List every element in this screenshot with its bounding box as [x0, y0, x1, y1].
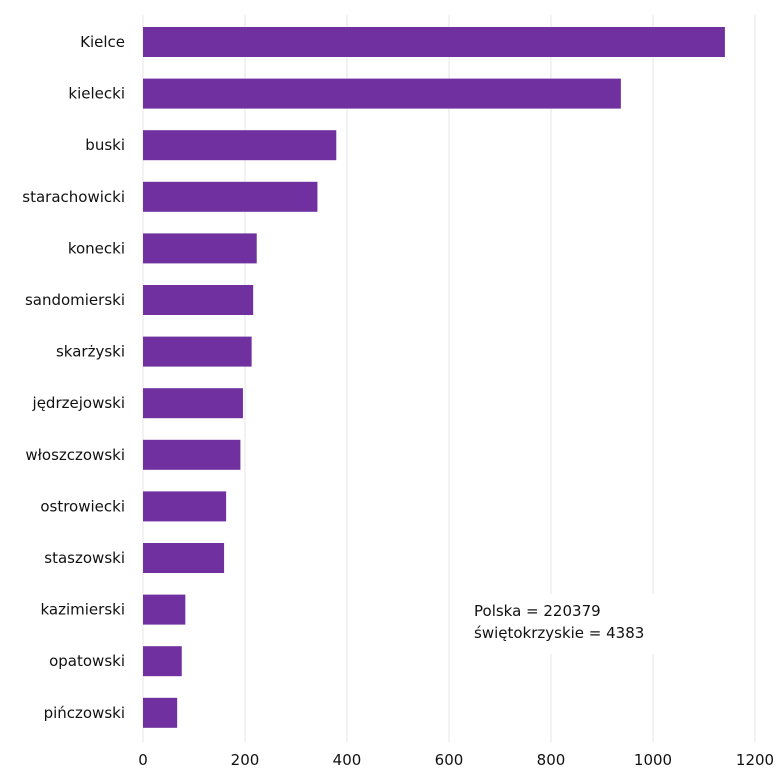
bar-5	[143, 285, 254, 315]
bar-10	[143, 543, 225, 573]
bar-9	[143, 491, 227, 522]
annotation-background	[468, 594, 654, 654]
bar-13	[143, 697, 178, 728]
category-label-6: skarżyski	[56, 343, 125, 361]
category-label-11: kazimierski	[41, 601, 126, 619]
category-label-9: ostrowiecki	[40, 497, 125, 515]
bar-12	[143, 646, 182, 677]
x-tick-label-0: 0	[138, 751, 148, 769]
category-label-12: opatowski	[49, 652, 125, 670]
annotation-line-polska: Polska = 220379	[474, 602, 601, 620]
bar-8	[143, 439, 241, 470]
x-tick-label-4: 800	[537, 751, 566, 769]
bar-3	[143, 181, 318, 212]
bar-6	[143, 336, 252, 367]
category-labels: Kielce kielecki buski starachowicki konecki s…	[22, 33, 125, 722]
bar-2	[143, 130, 337, 161]
x-tick-label-5: 1000	[634, 751, 672, 769]
bar-11	[143, 594, 186, 625]
category-label-8: włoszczowski	[25, 446, 125, 464]
bar-1	[143, 78, 621, 109]
category-label-10: staszowski	[44, 549, 125, 567]
x-tick-label-2: 400	[333, 751, 362, 769]
totals-annotation: Polska = 220379 świętokrzyskie = 4383	[468, 594, 654, 654]
x-tick-label-3: 600	[435, 751, 464, 769]
category-label-4: konecki	[68, 239, 125, 257]
category-label-7: jędrzejowski	[32, 394, 125, 412]
x-tick-label-6: 1200	[736, 751, 774, 769]
bars	[143, 27, 725, 728]
category-label-0: Kielce	[80, 33, 125, 51]
x-tick-label-1: 200	[231, 751, 260, 769]
bar-7	[143, 388, 243, 419]
category-label-2: buski	[85, 136, 125, 154]
category-label-3: starachowicki	[22, 188, 125, 206]
category-label-1: kielecki	[68, 85, 125, 103]
bar-0	[143, 27, 725, 57]
gridlines	[142, 15, 756, 742]
category-label-13: pińczowski	[44, 704, 125, 722]
annotation-line-swietokrzyskie: świętokrzyskie = 4383	[474, 624, 644, 642]
category-label-5: sandomierski	[25, 291, 125, 309]
bar-4	[143, 233, 257, 264]
x-axis-tick-labels: 0 200 400 600 800 1000 1200	[138, 751, 774, 769]
